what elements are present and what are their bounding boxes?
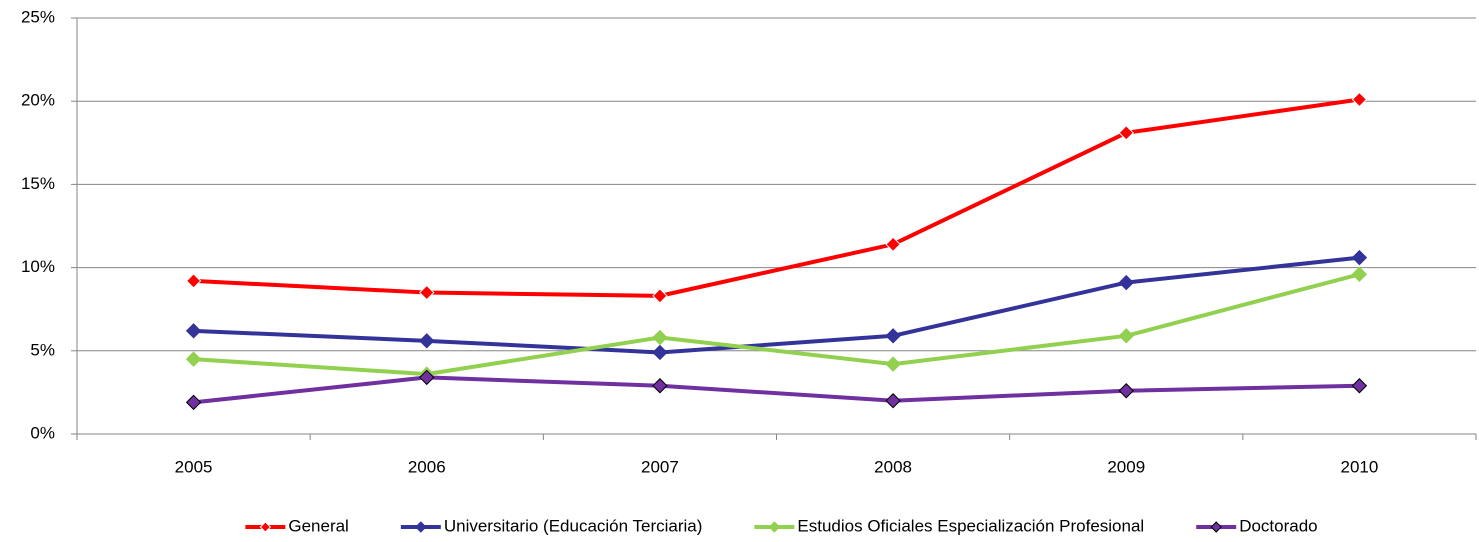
data-point — [885, 393, 901, 409]
legend: General Universitario (Educación Terciari… — [245, 516, 1318, 535]
legend-item: Estudios Oficiales Especialización Profe… — [754, 516, 1144, 535]
legend-item: General — [245, 516, 349, 535]
legend-label: General — [288, 516, 348, 535]
data-point — [1118, 383, 1134, 399]
x-tick-label: 2009 — [1107, 457, 1145, 476]
data-point — [419, 333, 435, 349]
y-tick-label: 10% — [21, 257, 55, 276]
data-point — [185, 351, 202, 367]
legend-marker — [259, 521, 272, 533]
legend-item: Doctorado — [1196, 516, 1318, 535]
data-point — [652, 329, 668, 346]
data-point — [185, 323, 202, 339]
data-point — [652, 378, 668, 394]
series-line — [193, 272, 1360, 377]
legend-marker — [768, 521, 781, 533]
series-line — [193, 255, 1360, 355]
data-point — [1351, 378, 1368, 394]
series-line — [193, 97, 1360, 298]
legend-label: Doctorado — [1239, 516, 1317, 535]
x-tick-label: 2005 — [175, 457, 213, 476]
legend-label: Universitario (Educación Terciaria) — [444, 516, 703, 535]
data-point — [1118, 328, 1134, 344]
y-tick-label: 0% — [30, 423, 55, 442]
legend-marker — [1210, 521, 1222, 533]
data-point — [1118, 274, 1134, 291]
data-point — [185, 273, 202, 289]
y-tick-label: 15% — [21, 174, 55, 193]
data-point — [1351, 91, 1368, 108]
data-point — [885, 236, 901, 253]
data-point — [185, 394, 202, 411]
data-point — [885, 328, 901, 344]
y-tick-label: 20% — [21, 91, 55, 110]
data-point — [652, 344, 668, 361]
legend-item: Universitario (Educación Terciaria) — [400, 516, 703, 535]
series-line — [193, 375, 1360, 405]
x-tick-label: 2007 — [641, 457, 679, 476]
data-point — [652, 288, 668, 304]
legend-label: Estudios Oficiales Especialización Profe… — [797, 516, 1144, 535]
y-tick-label: 5% — [30, 340, 55, 359]
data-point — [1351, 249, 1368, 266]
data-point — [885, 356, 901, 372]
data-point — [419, 369, 435, 386]
data-point — [419, 284, 435, 301]
x-tick-label: 2010 — [1341, 457, 1379, 476]
y-tick-label: 25% — [21, 7, 55, 26]
x-tick-label: 2006 — [408, 457, 446, 476]
x-tick-label: 2008 — [874, 457, 912, 476]
data-point — [1118, 125, 1134, 141]
data-point — [1351, 266, 1368, 282]
legend-marker — [415, 521, 427, 533]
